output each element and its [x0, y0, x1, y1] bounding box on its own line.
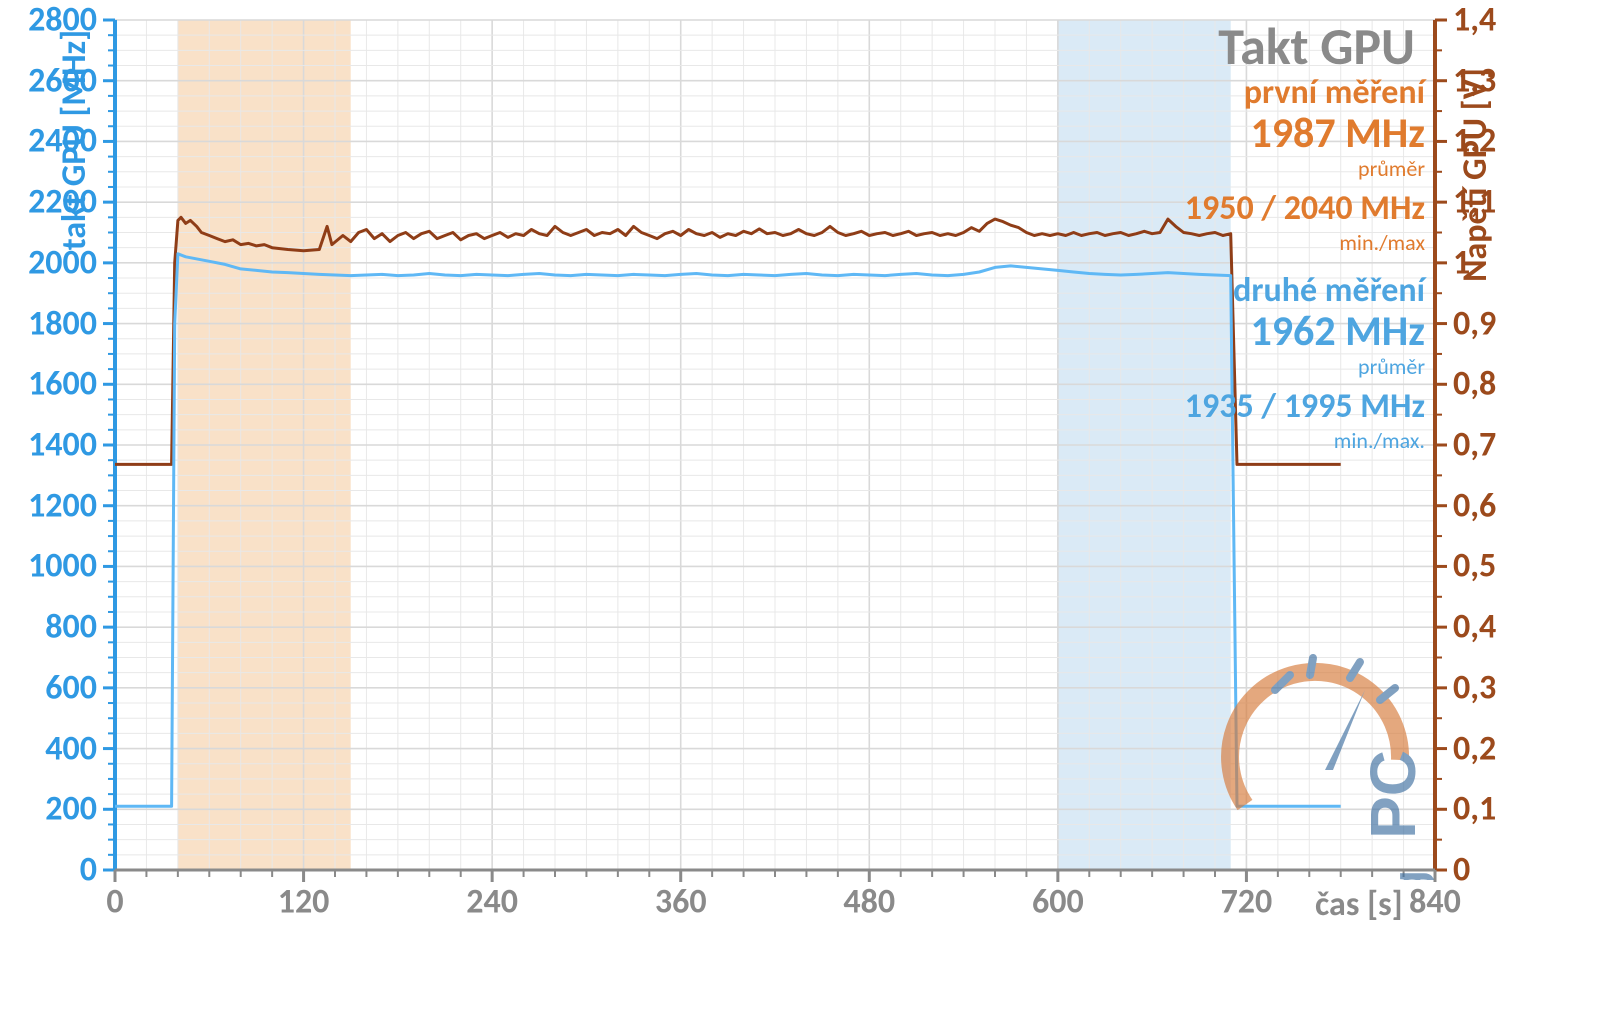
y-left-tick: 1600	[28, 364, 97, 405]
chart-container: Takt GPU takt GPU [MHz] Napětí GPU [V] č…	[0, 0, 1600, 1009]
watermark-logo: PC tuning	[1215, 620, 1435, 880]
y-right-tick: 1,3	[1453, 60, 1496, 101]
x-tick: 0	[106, 882, 123, 923]
anno1-range-value: 1950 / 2040 MHz	[1185, 188, 1425, 229]
anno1-avg-value: 1987 MHz	[1185, 113, 1425, 155]
y-left-tick: 1200	[28, 485, 97, 526]
y-right-tick: 0,8	[1453, 364, 1496, 405]
anno2-range-value: 1935 / 1995 MHz	[1185, 386, 1425, 427]
y-right-tick: 1,2	[1453, 121, 1496, 162]
x-tick: 120	[278, 882, 330, 923]
y-left-tick: 2600	[28, 60, 97, 101]
y-left-tick: 2800	[28, 0, 97, 41]
y-left-tick: 2200	[28, 182, 97, 223]
anno2-header: druhé měření	[1185, 270, 1425, 311]
y-right-tick: 0,9	[1453, 303, 1496, 344]
x-axis-label: čas [s]	[1315, 884, 1403, 925]
y-left-tick: 800	[45, 607, 97, 648]
y-right-tick: 1,1	[1453, 182, 1496, 223]
y-left-tick: 600	[45, 667, 97, 708]
y-right-tick: 0,7	[1453, 425, 1496, 466]
y-left-tick: 400	[45, 728, 97, 769]
y-left-tick: 1400	[28, 425, 97, 466]
y-right-tick: 0,1	[1453, 789, 1496, 830]
x-tick: 360	[655, 882, 707, 923]
y-right-tick: 1,4	[1453, 0, 1496, 41]
anno2-avg-value: 1962 MHz	[1185, 311, 1425, 353]
annotation-first-measurement: první měření 1987 MHz průměr 1950 / 2040…	[1185, 72, 1425, 256]
svg-text:tuning: tuning	[1383, 870, 1435, 880]
chart-title: Takt GPU	[1218, 14, 1415, 78]
y-right-tick: 1	[1453, 242, 1470, 283]
anno1-avg-label: průměr	[1185, 155, 1425, 182]
y-right-tick: 0,6	[1453, 485, 1496, 526]
y-right-tick: 0,3	[1453, 667, 1496, 708]
anno1-header: první měření	[1185, 72, 1425, 113]
annotation-second-measurement: druhé měření 1962 MHz průměr 1935 / 1995…	[1185, 270, 1425, 454]
y-left-tick: 2400	[28, 121, 97, 162]
x-tick: 720	[1221, 882, 1273, 923]
y-left-tick: 1000	[28, 546, 97, 587]
y-right-tick: 0,5	[1453, 546, 1496, 587]
anno2-avg-label: průměr	[1185, 353, 1425, 380]
y-left-tick: 200	[45, 789, 97, 830]
svg-text:PC: PC	[1357, 750, 1429, 839]
x-tick: 600	[1032, 882, 1084, 923]
y-left-tick: 1800	[28, 303, 97, 344]
x-tick: 240	[466, 882, 518, 923]
x-tick: 480	[843, 882, 895, 923]
y-left-tick: 0	[80, 850, 97, 891]
anno2-range-label: min./max.	[1185, 427, 1425, 454]
y-left-tick: 2000	[28, 242, 97, 283]
anno1-range-label: min./max	[1185, 229, 1425, 256]
y-right-tick: 0,4	[1453, 607, 1496, 648]
x-tick: 840	[1409, 882, 1461, 923]
y-right-tick: 0,2	[1453, 728, 1496, 769]
